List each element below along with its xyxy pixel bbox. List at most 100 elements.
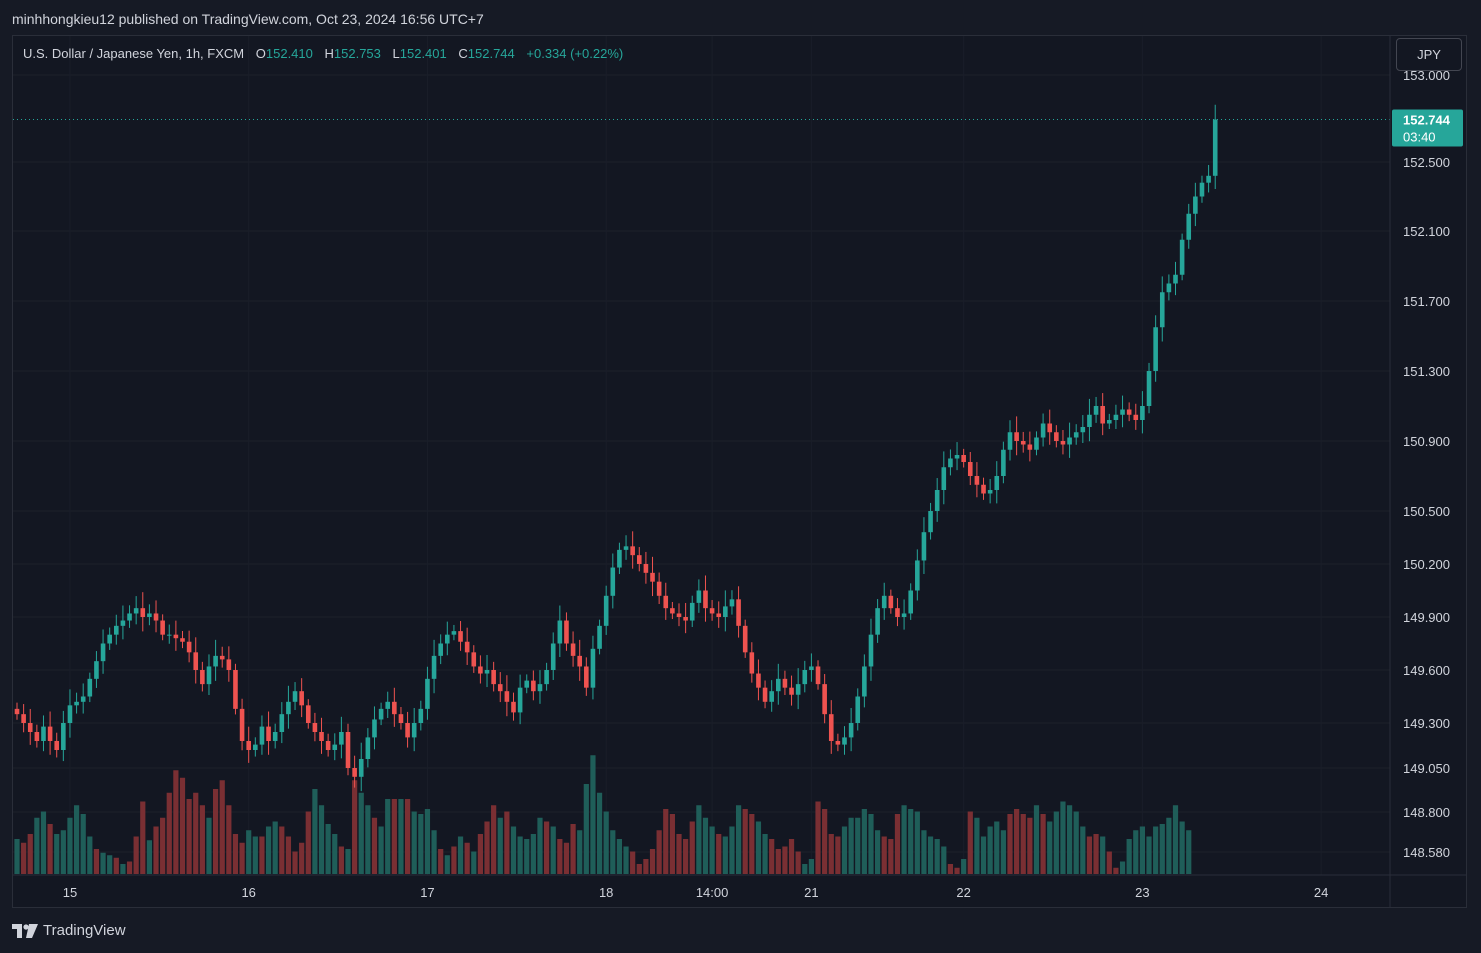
candle-body (1206, 175, 1211, 183)
candle-body (795, 684, 801, 695)
candle-body (47, 726, 53, 741)
volume-bar (67, 817, 73, 874)
close-value: 152.744 (467, 46, 515, 61)
candle-body (756, 673, 761, 688)
price-tick-label: 150.900 (1403, 434, 1450, 449)
volume-bar (345, 849, 351, 874)
change-value: +0.334 (+0.22%) (526, 46, 624, 61)
candle-body (868, 634, 874, 667)
candle-body (279, 714, 285, 732)
last-price-badge (1392, 109, 1463, 147)
volume-bar (881, 836, 887, 874)
candle-body (782, 678, 788, 688)
volume-bar (643, 859, 649, 874)
candle-body (1107, 420, 1112, 424)
candle-body (584, 666, 589, 688)
volume-bar (1073, 811, 1079, 874)
candle-body (1166, 283, 1172, 293)
candle-body (299, 691, 304, 706)
candle-body (736, 599, 741, 626)
volume-bar (848, 817, 854, 874)
bar-countdown: 03:40 (1403, 130, 1436, 145)
volume-bar (557, 839, 563, 874)
volume-bar (570, 824, 576, 874)
candle-body (352, 768, 357, 777)
volume-bar (1153, 826, 1159, 874)
volume-bar (1179, 821, 1185, 874)
volume-bar (808, 859, 814, 874)
candle-body (603, 595, 609, 626)
chart-frame[interactable] (12, 35, 1467, 908)
candle-body (147, 613, 152, 617)
candle-body (133, 608, 139, 614)
price-axis[interactable]: 148.580 148.800 149.050 149.300 149.600 149.9… (1403, 68, 1450, 860)
candle-body (173, 634, 179, 639)
volume-bar (722, 836, 728, 874)
volume-bar (616, 839, 623, 874)
candle-body (186, 641, 192, 653)
volume-bar (1119, 861, 1126, 874)
candle-body (776, 678, 781, 692)
volume-bar (868, 814, 874, 874)
currency-button[interactable]: JPY (1396, 38, 1462, 71)
candle-body (61, 723, 66, 750)
volume-bar (391, 799, 397, 874)
candle-body (504, 691, 510, 702)
candle-body (617, 549, 622, 568)
candle-body (325, 741, 331, 750)
open-label: O (255, 46, 266, 61)
candle-body (87, 678, 93, 697)
time-axis[interactable]: 15 16 17 18 14:00 21 22 23 24 (63, 885, 1329, 900)
candle-body (683, 617, 688, 621)
candle-body (749, 652, 755, 674)
volume-bar (908, 809, 914, 874)
volume-bar (934, 839, 940, 874)
candle-body (1113, 414, 1119, 420)
candle-body (41, 726, 46, 741)
time-tick-label: 24 (1314, 885, 1328, 900)
volume-bar (1113, 867, 1119, 874)
volume-bar (901, 805, 907, 874)
candle-body (901, 613, 907, 617)
candle-body (855, 696, 861, 723)
volume-bar (1066, 805, 1073, 874)
volume-bar (894, 814, 901, 874)
volume-bar (530, 834, 536, 874)
candle-body (312, 723, 318, 732)
candle-body (478, 666, 483, 674)
candle-body (895, 608, 900, 617)
candle-body (716, 613, 722, 617)
price-tick-label: 151.300 (1403, 364, 1450, 379)
candle-body (411, 723, 417, 738)
candle-body (862, 666, 867, 697)
candle-body (974, 476, 980, 485)
candle-body (1212, 119, 1218, 176)
volume-bar (438, 849, 444, 874)
footer-brand[interactable]: TradingView (12, 922, 126, 939)
volume-bar (292, 851, 298, 874)
candle-body (623, 546, 629, 550)
symbol-title[interactable]: U.S. Dollar / Japanese Yen, 1h, FXCM (23, 46, 245, 61)
candle-body (709, 608, 715, 614)
volume-bar (577, 830, 583, 874)
candle-body (497, 684, 503, 692)
volume-bar (875, 830, 881, 874)
candle-body (1087, 414, 1092, 427)
candle-body (881, 595, 887, 609)
volume-bar (87, 836, 93, 874)
price-tick-label: 150.200 (1403, 557, 1450, 572)
high-value: 152.753 (333, 46, 381, 61)
volume-bar (279, 826, 285, 874)
candle-body (266, 726, 271, 741)
candle-body (828, 714, 834, 741)
volume-bar (60, 830, 66, 874)
volume-bar (1014, 809, 1020, 874)
candle-body (398, 714, 404, 723)
candle-body (451, 631, 457, 635)
brand-name: TradingView (43, 922, 126, 939)
candle-body (597, 625, 602, 649)
price-tick-label: 150.500 (1403, 504, 1450, 519)
candle-body (21, 714, 26, 723)
candle-body (676, 613, 682, 617)
